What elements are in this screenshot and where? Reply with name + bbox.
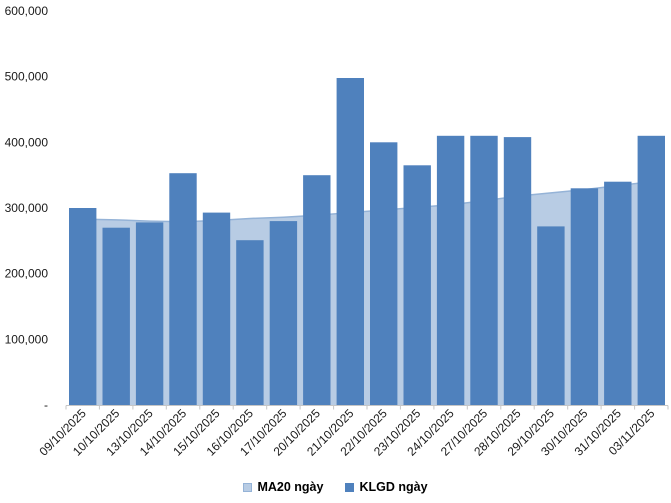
chart-legend: MA20 ngày KLGD ngày	[0, 480, 671, 494]
svg-text:500,000: 500,000	[5, 70, 49, 84]
legend-item-ma20: MA20 ngày	[243, 480, 323, 494]
svg-text:300,000: 300,000	[5, 201, 49, 215]
chart-plot: - 100,000 200,000 300,000 400,000 500,000 600,…	[5, 4, 669, 459]
legend-item-klgd: KLGD ngày	[345, 480, 428, 494]
klgd-legend-label: KLGD ngày	[359, 480, 428, 494]
ma20-legend-label: MA20 ngày	[257, 480, 324, 494]
svg-text:200,000: 200,000	[5, 267, 49, 281]
svg-text:400,000: 400,000	[5, 135, 49, 149]
ma20-legend-swatch	[243, 482, 253, 492]
svg-text:600,000: 600,000	[5, 4, 49, 18]
klgd-legend-swatch	[345, 482, 355, 492]
svg-text:100,000: 100,000	[5, 332, 49, 346]
svg-text:-: -	[44, 398, 48, 412]
